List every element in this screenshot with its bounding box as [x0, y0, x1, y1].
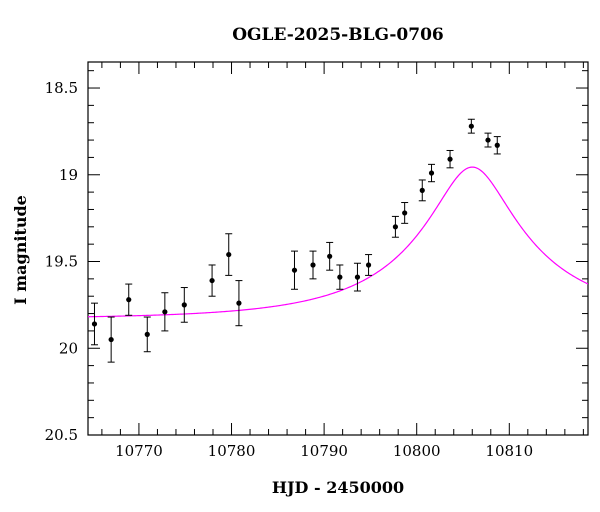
data-point	[108, 336, 114, 343]
data-point	[392, 224, 399, 230]
data-point	[402, 210, 408, 216]
x-tick-label: 10780	[208, 442, 256, 460]
data-point	[91, 321, 98, 327]
data-point	[337, 274, 343, 280]
data-point	[354, 274, 361, 280]
y-tick-label: 18.5	[45, 79, 78, 97]
y-tick-label: 20	[59, 339, 78, 357]
data-point	[310, 262, 316, 268]
x-tick-label: 10810	[485, 442, 533, 460]
data-point	[468, 123, 474, 129]
plot-area: 10770 10780 10790 10800 10810 18.5 19 19.5 20 20.…	[45, 61, 589, 460]
data-point	[126, 297, 132, 303]
data-point	[181, 302, 187, 308]
data-point	[494, 142, 500, 148]
data-point	[291, 267, 298, 273]
model-curve	[88, 166, 588, 318]
x-axis-label: HJD - 2450000	[272, 478, 404, 497]
data-point	[419, 187, 425, 193]
data-point	[144, 331, 150, 337]
data-point	[226, 251, 232, 258]
data-point	[447, 156, 453, 162]
y-tick-label: 19.5	[45, 253, 78, 271]
data-point	[236, 300, 242, 306]
x-tick-label: 10800	[393, 442, 441, 460]
data-point	[365, 262, 372, 268]
data-point	[428, 170, 435, 176]
y-tick-label: 19	[59, 166, 78, 184]
y-axis-label: I magnitude	[11, 195, 30, 305]
data-point	[162, 309, 168, 315]
x-tick-label: 10770	[115, 442, 163, 460]
data-point	[209, 277, 215, 284]
chart-title: OGLE-2025-BLG-0706	[232, 25, 444, 45]
plot-frame	[87, 61, 589, 436]
y-tick-label: 20.5	[45, 426, 78, 444]
data-point	[327, 253, 333, 259]
data-point	[485, 137, 491, 143]
x-tick-label: 10790	[300, 442, 348, 460]
